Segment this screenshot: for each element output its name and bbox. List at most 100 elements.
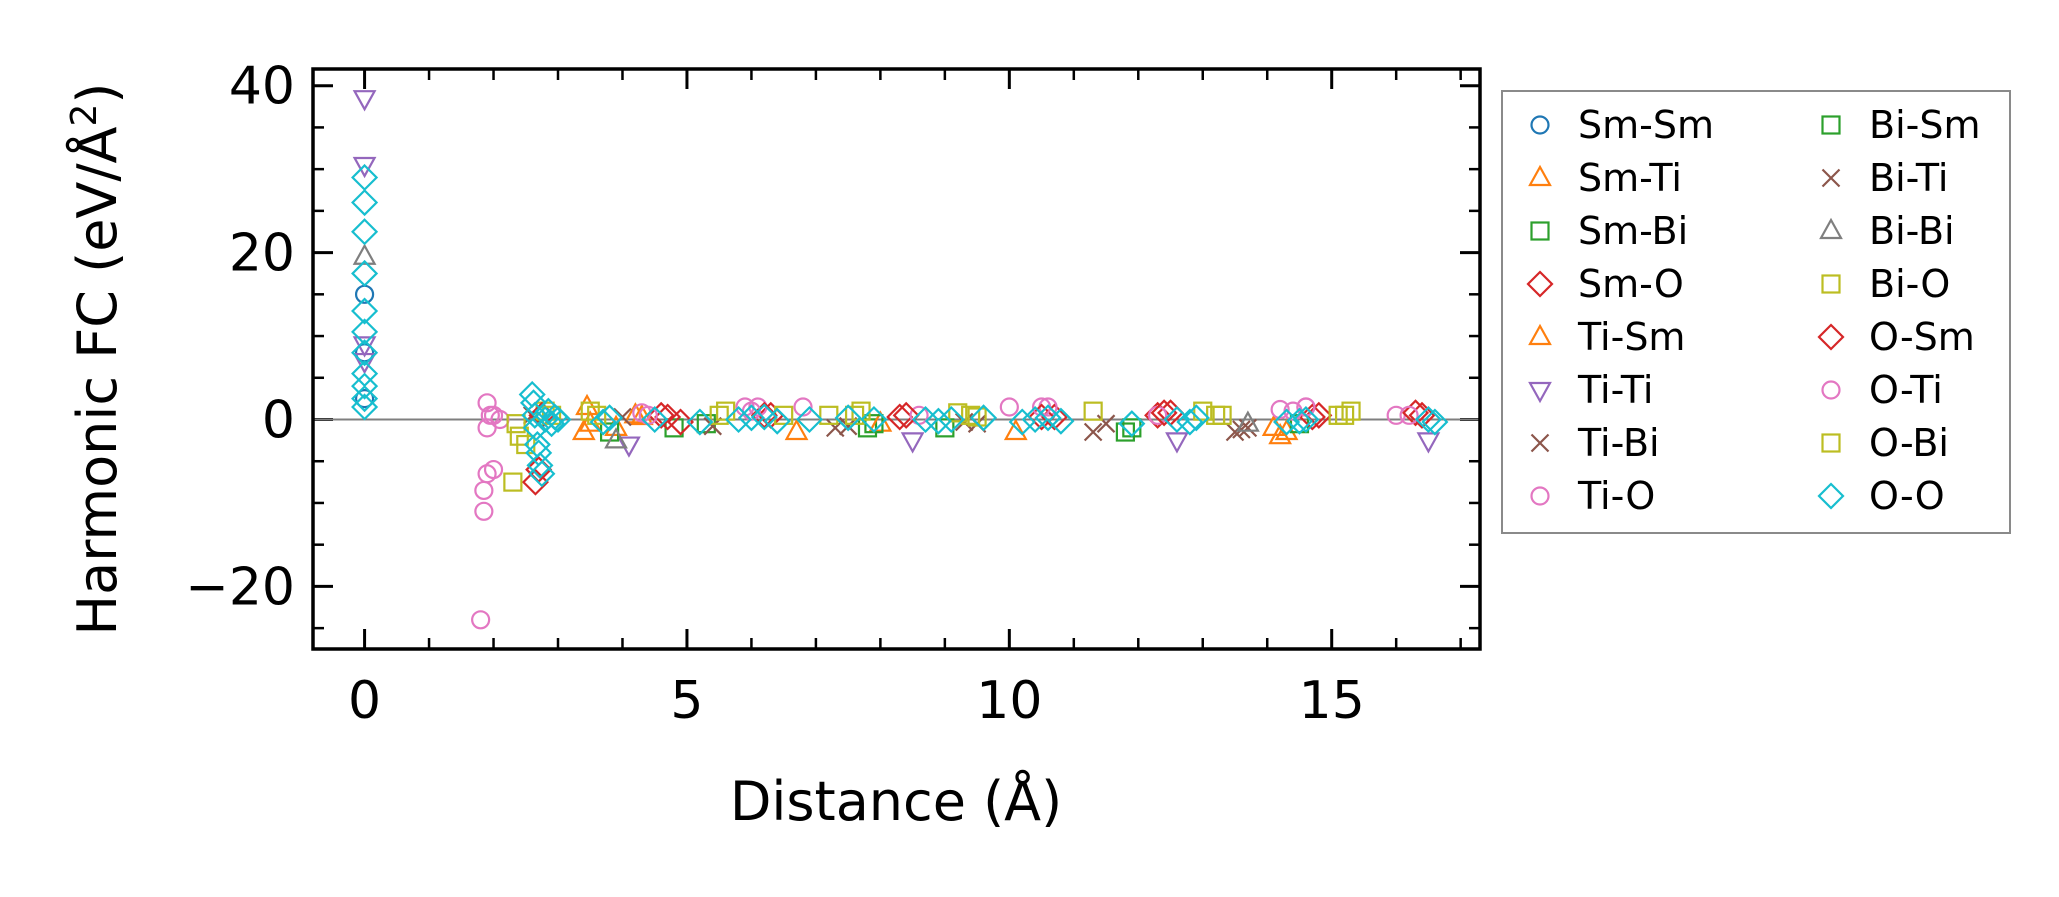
data-point (1401, 399, 1430, 427)
data-point (1232, 420, 1251, 439)
data-point (1341, 401, 1361, 421)
legend-marker (1526, 270, 1554, 298)
legend-item: O-O (1817, 474, 1945, 518)
data-point (589, 408, 617, 436)
data-point (474, 501, 494, 521)
legend-label: Ti-Sm (1577, 315, 1685, 359)
legend-item: Sm-Sm (1530, 103, 1714, 147)
legend-item: O-Ti (1821, 368, 1943, 412)
legend-label: Sm-Bi (1578, 209, 1688, 253)
x-tick-label: 15 (1299, 671, 1365, 731)
legend-marker (1817, 323, 1845, 351)
data-point (580, 401, 600, 421)
x-tick-label: 10 (976, 671, 1042, 731)
data-point (352, 352, 377, 375)
data-point (1285, 407, 1314, 435)
data-point (506, 414, 526, 434)
data-point (868, 410, 893, 432)
legend-label: Ti-O (1577, 474, 1655, 518)
data-point (935, 418, 955, 438)
data-point (351, 188, 379, 217)
data-point (763, 407, 791, 435)
legend-label: Sm-Sm (1578, 103, 1714, 147)
data-point (1182, 404, 1210, 432)
data-point (886, 403, 914, 431)
legend-label: Bi-O (1869, 262, 1950, 306)
data-point (860, 405, 888, 434)
data-point (724, 405, 753, 434)
data-point (503, 472, 523, 492)
legend-item: Ti-Ti (1528, 368, 1653, 412)
legend-marker (1530, 433, 1550, 453)
data-point (1150, 399, 1178, 427)
data-point (544, 405, 572, 434)
data-point (538, 410, 566, 438)
data-point (351, 297, 379, 325)
data-point (784, 418, 809, 441)
legend-label: O-O (1869, 474, 1945, 518)
legend-label: Bi-Bi (1869, 209, 1955, 253)
data-point (528, 460, 556, 488)
data-point (352, 243, 377, 265)
legend-marker (1530, 115, 1550, 135)
legend-item: O-Sm (1817, 315, 1975, 359)
legend-marker (1530, 486, 1550, 506)
data-point (352, 90, 377, 112)
data-point (1176, 408, 1204, 436)
legend-label: O-Sm (1869, 315, 1975, 359)
legend-item: Bi-Bi (1819, 209, 1955, 253)
legend-marker (1528, 164, 1552, 187)
legend-label: O-Bi (1869, 421, 1949, 465)
legend-marker (1821, 380, 1841, 400)
data-point (519, 389, 548, 417)
data-point (795, 405, 824, 434)
data-point (351, 385, 379, 413)
data-point (686, 408, 714, 436)
x-axis-title: Distance (Å) (730, 769, 1062, 833)
data-point (471, 610, 491, 630)
data-point (999, 397, 1019, 417)
data-point (641, 405, 669, 434)
data-point (647, 401, 675, 429)
data-point (1118, 410, 1146, 438)
plot-background (313, 69, 1480, 649)
legend-item: Bi-Ti (1821, 156, 1948, 200)
data-point (1165, 432, 1189, 454)
legend-marker (1530, 221, 1550, 241)
data-point (352, 156, 377, 179)
legend-item: Sm-Ti (1528, 156, 1682, 200)
data-point (1021, 405, 1049, 434)
data-point (1047, 407, 1075, 435)
markers-layer (351, 90, 1449, 630)
data-point (351, 372, 379, 400)
data-point (967, 407, 987, 427)
legend-marker (1817, 482, 1845, 510)
legend-label: Ti-Bi (1577, 421, 1660, 465)
data-point (834, 404, 862, 432)
data-point (1236, 410, 1260, 432)
y-axis-title: Harmonic FC (eV/Å2) (64, 83, 130, 636)
data-point (351, 339, 379, 367)
data-point (483, 405, 504, 425)
x-tick-label: 5 (670, 671, 703, 731)
data-point (1083, 422, 1103, 442)
data-point (531, 405, 559, 434)
data-point (709, 405, 729, 425)
data-point (1008, 408, 1036, 436)
data-point (1096, 414, 1116, 433)
data-point (351, 218, 379, 246)
legend-label: Ti-Ti (1577, 368, 1653, 412)
legend-item: Sm-Bi (1530, 209, 1688, 253)
legend-marker (1819, 217, 1843, 240)
data-point (351, 318, 379, 346)
y-tick-label: 40 (229, 57, 295, 117)
series-o-o (351, 163, 1449, 488)
plot-frame (311, 67, 1482, 651)
data-point (737, 404, 765, 432)
data-point (509, 426, 529, 446)
data-point (1292, 405, 1320, 434)
legend-item: Ti-Bi (1530, 421, 1660, 465)
y-axis-title-end: ) (66, 83, 129, 104)
legend-marker (1821, 115, 1841, 135)
